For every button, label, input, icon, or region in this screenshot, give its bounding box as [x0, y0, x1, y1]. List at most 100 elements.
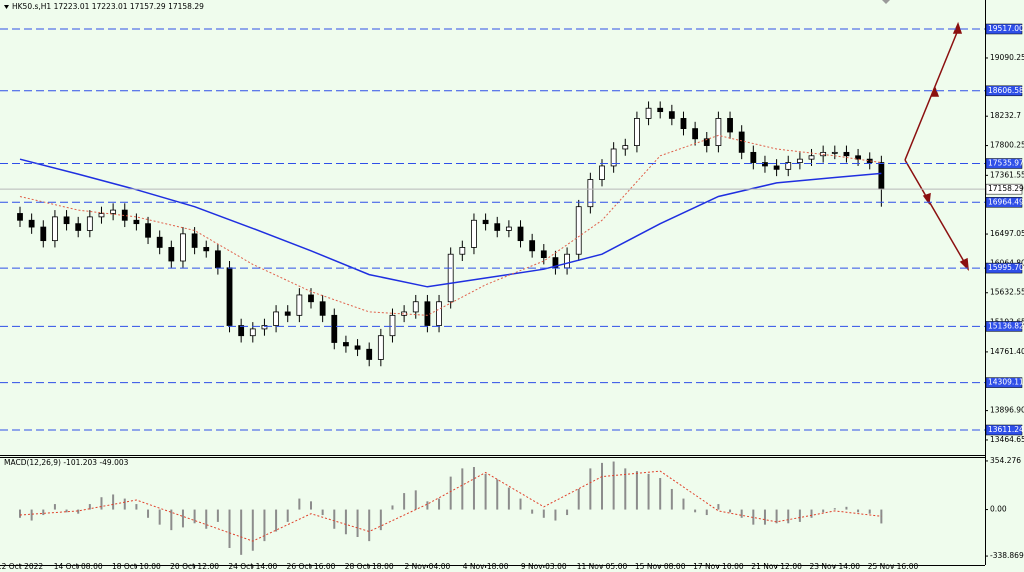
candle-body	[878, 162, 885, 190]
moving-average	[19, 134, 882, 316]
level-label: 15136.82	[988, 321, 1024, 330]
candle-body	[261, 325, 268, 330]
macd-bar	[426, 501, 429, 510]
x-tick-label: 2 Nov 04:00	[405, 562, 451, 571]
macd-bar	[601, 462, 603, 510]
macd-bar	[519, 498, 522, 510]
candle-body	[808, 155, 815, 160]
arrow-down	[904, 159, 967, 266]
candle-body	[226, 267, 233, 326]
y-tick-label: 19090.25	[990, 53, 1024, 62]
level-label-box	[985, 424, 1023, 436]
level-label: 17535.97	[988, 159, 1024, 168]
candle-body	[750, 151, 757, 163]
candle-body	[86, 216, 93, 231]
x-tick-label: 15 Nov 08:00	[635, 562, 686, 571]
candle-body	[284, 311, 291, 316]
macd-bar	[344, 509, 347, 535]
level-label: 14309.11	[988, 378, 1024, 387]
macd-bar	[321, 509, 324, 516]
macd-bar	[787, 509, 790, 524]
candle-body	[110, 209, 117, 214]
candle-body	[319, 301, 326, 316]
menu-triangle[interactable]	[4, 5, 9, 9]
x-tick-label: 4 Nov 18:00	[463, 562, 509, 571]
candle-body	[692, 128, 699, 140]
macd-bar	[507, 487, 510, 510]
candle-body	[17, 213, 23, 221]
candle-body	[482, 219, 489, 225]
macd-bar	[624, 468, 627, 510]
candle-body	[145, 223, 151, 238]
candle-body	[389, 314, 396, 337]
x-tick-label: 11 Nov 05:00	[577, 562, 628, 571]
macd-title: MACD(12,26,9) -101.203 -49.003	[4, 458, 129, 467]
candle-body	[540, 250, 547, 259]
candle-body	[377, 335, 384, 360]
arrow-up	[904, 29, 959, 161]
macd-bar	[647, 473, 650, 510]
level-label: 15995.70	[988, 263, 1024, 272]
candle-body	[599, 165, 605, 180]
macd-bar	[100, 497, 103, 510]
candle-body	[238, 325, 245, 337]
x-tick-label: 26 Oct 16:00	[287, 562, 336, 571]
candle-body	[517, 226, 524, 242]
candle-body	[273, 311, 279, 326]
macd-bar	[414, 490, 417, 510]
level-label-box	[985, 197, 1023, 208]
candle-body	[214, 250, 221, 269]
macd-bar	[123, 498, 126, 510]
candle-body	[28, 219, 35, 228]
macd-bar	[205, 509, 208, 529]
candle-body	[831, 151, 838, 154]
macd-bar	[472, 467, 475, 510]
x-tick-label: 25 Nov 16:00	[868, 562, 919, 571]
candle-body	[727, 118, 733, 133]
macd-bar	[356, 509, 359, 538]
candle-body	[471, 219, 477, 248]
candle-body	[657, 107, 664, 113]
macd-bar	[833, 508, 836, 510]
candle-body	[308, 294, 314, 303]
candle-body	[680, 118, 687, 130]
y-tick-label: 0.00	[990, 505, 1007, 514]
candle-body	[587, 179, 594, 208]
macd-bar	[19, 509, 21, 518]
candle-body	[622, 145, 629, 150]
candle-body	[494, 223, 501, 231]
candle-body	[529, 240, 536, 252]
macd-bar	[216, 509, 219, 522]
macd-bar	[612, 461, 615, 510]
macd-bar	[228, 509, 231, 548]
macd-bar	[822, 509, 825, 513]
candle-body	[738, 131, 745, 153]
x-tick-label: 17 Nov 10:00	[693, 562, 744, 571]
macd-bar	[729, 509, 732, 513]
y-tick-label: 13896.90	[990, 406, 1024, 415]
y-tick-label: 354.276	[990, 456, 1021, 465]
macd-bar	[566, 509, 569, 516]
level-label-box	[985, 377, 1023, 388]
macd-bar	[403, 493, 406, 510]
macd-bar	[868, 509, 871, 514]
candles	[17, 101, 885, 367]
macd-bar	[694, 509, 697, 513]
macd-bar	[763, 509, 766, 525]
last-price-box	[985, 183, 1023, 195]
x-tick-label: 14 Oct 08:00	[54, 562, 103, 571]
macd-bar	[77, 509, 80, 514]
shift-marker	[882, 0, 890, 4]
candle-body	[52, 216, 58, 242]
candle-body	[796, 158, 803, 163]
candle-body	[412, 301, 419, 313]
x-tick-label: 12 Oct 2022	[0, 562, 43, 571]
macd-bar	[391, 505, 394, 510]
candle-body	[447, 253, 454, 303]
level-label-box	[985, 262, 1023, 274]
candle-body	[703, 138, 710, 146]
signal-line	[19, 470, 882, 542]
macd-bar	[449, 476, 452, 510]
candle-body	[296, 294, 303, 316]
